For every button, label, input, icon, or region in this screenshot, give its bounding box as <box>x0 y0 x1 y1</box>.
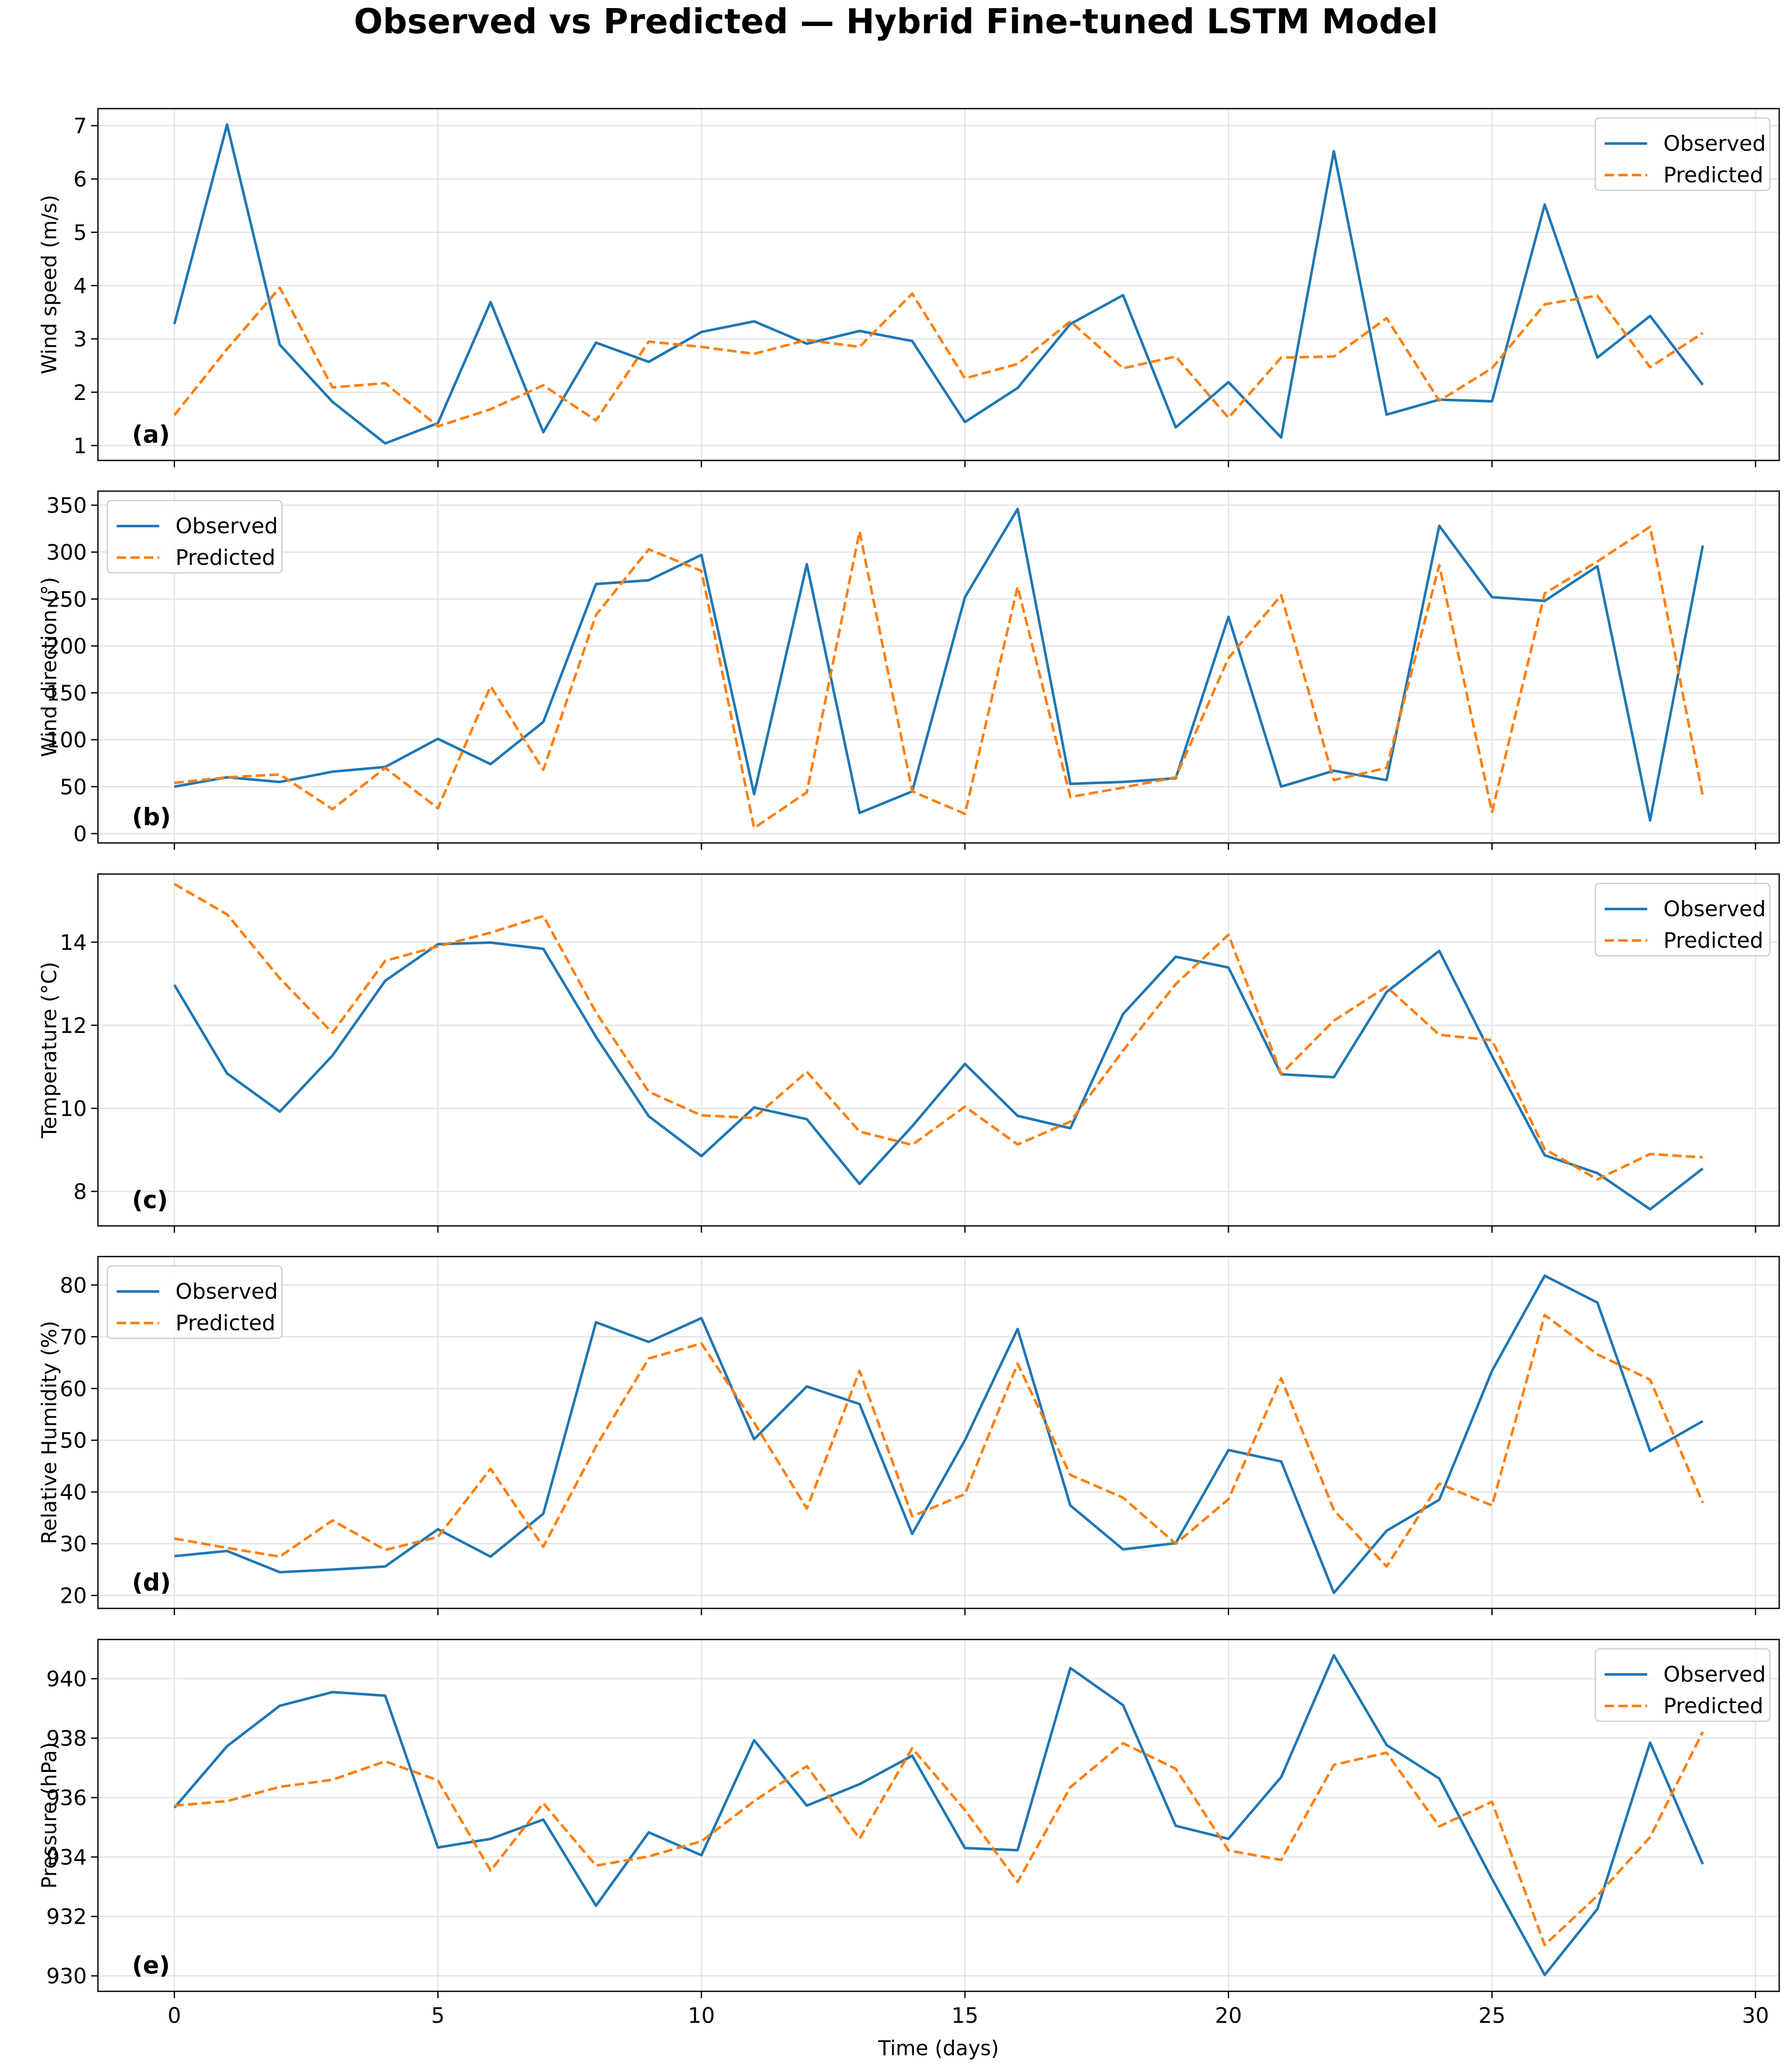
y-tick-label: 7 <box>73 114 87 138</box>
x-tick-label: 25 <box>1479 2003 1506 2028</box>
legend-label-observed: Observed <box>1663 897 1766 921</box>
series-group <box>173 123 1704 445</box>
panel-1: 1 2 3 4 5 6 7 Wind speed (m/s) (a) Observed Predic… <box>37 108 1780 467</box>
y-tick-label: 250 <box>46 587 87 612</box>
y-tick-label: 934 <box>46 1845 87 1870</box>
plot-frame <box>97 108 1780 461</box>
legend-label-predicted: Predicted <box>1663 928 1763 953</box>
y-tick-label: 1 <box>73 434 87 458</box>
legend-box <box>1594 883 1771 957</box>
y-tick-label: 50 <box>60 775 87 800</box>
legend-label-predicted: Predicted <box>175 545 276 570</box>
y-axis-label: Wind direction (°) <box>37 577 61 757</box>
y-axis-label: Wind speed (m/s) <box>37 195 61 374</box>
series-line-predicted <box>174 1314 1704 1568</box>
x-tick-label: 15 <box>951 2003 979 2028</box>
panel-2: 0 50 100 150 200 250 300 350 Wind direction (°) (… <box>37 490 1780 850</box>
panel-label: (e) <box>132 1952 170 1979</box>
series-line-observed <box>174 1274 1703 1594</box>
series-line-predicted <box>174 525 1704 829</box>
y-tick-label: 300 <box>46 540 87 565</box>
plot-frame <box>97 873 1780 1227</box>
x-axis-label: Time (days) <box>878 2036 999 2060</box>
y-tick-label: 30 <box>60 1532 87 1556</box>
series-group <box>174 1274 1704 1594</box>
legend-label-predicted: Predicted <box>175 1311 276 1335</box>
plot-frame <box>97 1256 1780 1609</box>
y-tick-label: 200 <box>46 634 87 659</box>
y-axis-label: Temperature (°C) <box>37 962 61 1139</box>
legend-label-observed: Observed <box>1663 1662 1766 1687</box>
y-tick-label: 936 <box>46 1786 87 1810</box>
legend: Observed Predicted <box>1594 1648 1771 1722</box>
y-tick-label: 50 <box>60 1428 87 1453</box>
y-axis-label: Relative Humidity (%) <box>37 1321 61 1545</box>
series-line-predicted <box>174 883 1703 1181</box>
y-tick-label: 70 <box>60 1325 87 1349</box>
panel-label: (c) <box>132 1186 168 1214</box>
y-tick-label: 20 <box>60 1584 87 1608</box>
series-group <box>174 507 1704 829</box>
series-line-observed <box>174 507 1704 822</box>
y-tick-label: 940 <box>46 1667 87 1691</box>
legend-label-observed: Observed <box>175 514 278 538</box>
y-tick-label: 930 <box>46 1964 87 1989</box>
y-axis-label: Pressure (hPa) <box>37 1742 61 1889</box>
y-tick-label: 3 <box>73 327 87 352</box>
legend: Observed Predicted <box>106 1265 283 1339</box>
panel-label: (d) <box>132 1569 171 1596</box>
x-tick-label: 5 <box>431 2003 445 2028</box>
legend-box <box>1594 1648 1771 1722</box>
panel-4: 20 30 40 50 60 70 80 Relative Humidity (%) (d) Ob… <box>37 1256 1780 1615</box>
panel-label: (a) <box>132 421 170 449</box>
plot-frame <box>97 490 1780 844</box>
legend-label-predicted: Predicted <box>1663 1694 1763 1718</box>
y-tick-label: 350 <box>46 493 87 518</box>
x-tick-label: 0 <box>168 2003 181 2028</box>
y-tick-label: 40 <box>60 1480 87 1505</box>
legend: Observed Predicted <box>106 500 283 574</box>
y-tick-label: 2 <box>73 380 87 405</box>
panel-5: 930 932 934 936 938 940 0 5 10 15 20 25 30 Pressure (… <box>37 1639 1780 2028</box>
y-tick-label: 12 <box>60 1013 87 1038</box>
y-tick-label: 0 <box>73 822 87 846</box>
y-tick-label: 60 <box>60 1377 87 1401</box>
y-tick-label: 80 <box>60 1273 87 1298</box>
y-tick-label: 5 <box>73 220 87 245</box>
y-tick-label: 100 <box>46 728 87 753</box>
series-group <box>173 883 1704 1211</box>
legend-box <box>1594 117 1771 191</box>
x-tick-label: 30 <box>1742 2003 1769 2028</box>
series-group <box>173 1654 1704 1976</box>
y-tick-label: 14 <box>60 930 87 955</box>
legend-label-predicted: Predicted <box>1663 163 1763 187</box>
chart-title: Observed vs Predicted — Hybrid Fine-tune… <box>354 2 1438 41</box>
series-line-predicted <box>174 1731 1704 1947</box>
y-tick-label: 932 <box>46 1904 87 1929</box>
series-line-observed <box>173 1654 1704 1976</box>
legend-label-observed: Observed <box>175 1279 278 1304</box>
y-tick-label: 4 <box>73 274 87 299</box>
panel-label: (b) <box>132 803 171 831</box>
series-line-observed <box>173 941 1704 1211</box>
x-tick-label: 20 <box>1215 2003 1242 2028</box>
legend: Observed Predicted <box>1594 117 1771 191</box>
y-tick-label: 8 <box>73 1179 87 1204</box>
legend-label-observed: Observed <box>1663 131 1766 156</box>
y-tick-label: 150 <box>46 681 87 706</box>
x-tick-label: 10 <box>688 2003 715 2028</box>
y-tick-label: 6 <box>73 167 87 192</box>
y-tick-label: 10 <box>60 1096 87 1121</box>
plot-frame <box>97 1639 1780 1992</box>
legend-box <box>106 500 283 574</box>
panel-3: 8 10 12 14 Temperature (°C) (c) Observed Predic… <box>37 873 1780 1233</box>
series-line-predicted <box>173 286 1704 428</box>
series-line-observed <box>173 123 1704 445</box>
y-tick-label: 938 <box>46 1726 87 1751</box>
legend: Observed Predicted <box>1594 883 1771 957</box>
legend-box <box>106 1265 283 1339</box>
